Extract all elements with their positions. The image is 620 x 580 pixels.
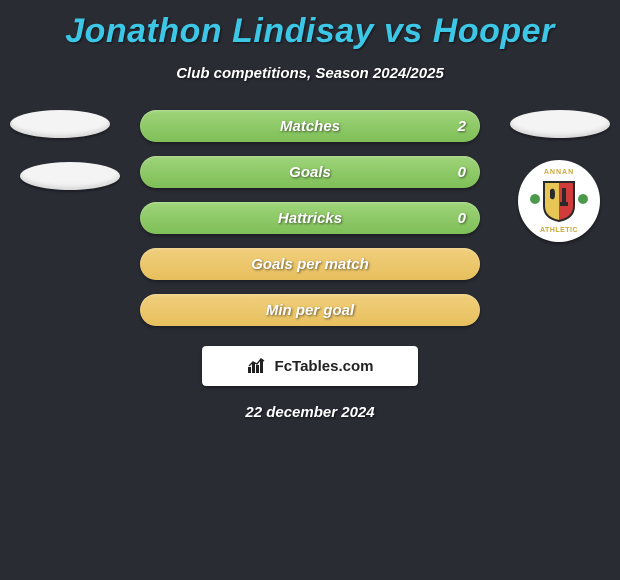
stat-row-hattricks: Hattricks 0 — [140, 202, 480, 234]
badge-top-text: ANNAN — [524, 169, 594, 176]
thistle-icon — [530, 194, 540, 204]
stat-label: Goals per match — [140, 256, 480, 273]
stat-label: Hattricks — [140, 210, 480, 227]
comparison-panel: ANNAN ATHLETIC Matches 2 Goals 0 — [0, 110, 620, 421]
stat-right-value: 0 — [458, 210, 466, 227]
stat-row-goals-per-match: Goals per match — [140, 248, 480, 280]
stat-bars: Matches 2 Goals 0 Hattricks 0 Goals per … — [140, 110, 480, 326]
stat-row-min-per-goal: Min per goal — [140, 294, 480, 326]
stat-label: Matches — [140, 118, 480, 135]
stat-right-value: 0 — [458, 164, 466, 181]
page-title: Jonathon Lindisay vs Hooper — [0, 0, 620, 51]
shield-icon — [542, 180, 576, 222]
badge-bottom-text: ATHLETIC — [524, 227, 594, 234]
attribution-badge: FcTables.com — [202, 346, 418, 386]
stat-label: Goals — [140, 164, 480, 181]
subtitle: Club competitions, Season 2024/2025 — [0, 65, 620, 82]
stat-right-value: 2 — [458, 118, 466, 135]
attribution-text: FcTables.com — [275, 358, 374, 375]
right-club-badge: ANNAN ATHLETIC — [518, 160, 600, 242]
left-player-placeholder-1 — [10, 110, 110, 138]
right-player-placeholder — [510, 110, 610, 138]
stat-label: Min per goal — [140, 302, 480, 319]
stat-row-matches: Matches 2 — [140, 110, 480, 142]
left-player-placeholder-2 — [20, 162, 120, 190]
date-stamp: 22 december 2024 — [10, 404, 610, 421]
stat-row-goals: Goals 0 — [140, 156, 480, 188]
bar-chart-icon — [247, 357, 269, 375]
thistle-icon — [578, 194, 588, 204]
